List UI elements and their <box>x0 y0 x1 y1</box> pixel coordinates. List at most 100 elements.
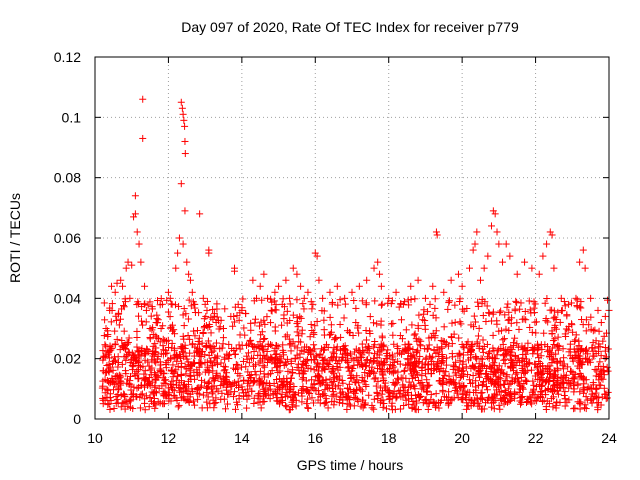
data-point <box>259 362 267 370</box>
data-point <box>371 350 379 358</box>
data-point <box>596 358 604 366</box>
data-point <box>123 379 131 387</box>
data-point <box>455 349 463 357</box>
data-point <box>222 383 230 391</box>
data-point <box>286 341 294 349</box>
data-point <box>599 337 607 345</box>
data-point <box>529 377 537 385</box>
data-point <box>397 316 405 324</box>
data-point <box>507 379 515 387</box>
data-point <box>368 401 376 409</box>
data-point <box>478 405 486 413</box>
data-point <box>523 395 531 403</box>
data-point <box>397 393 405 401</box>
data-point <box>511 394 519 402</box>
data-point <box>554 341 562 349</box>
data-point <box>224 352 232 360</box>
data-point <box>240 392 248 400</box>
data-point <box>475 373 483 381</box>
data-point <box>305 346 313 354</box>
data-point <box>474 400 482 408</box>
data-point <box>340 314 348 322</box>
data-point <box>495 345 503 353</box>
data-point <box>179 387 187 395</box>
data-point <box>438 351 446 359</box>
data-point <box>594 406 602 414</box>
data-point <box>267 319 275 327</box>
data-point <box>295 338 303 346</box>
data-point <box>134 347 142 355</box>
data-point <box>235 392 243 400</box>
data-point <box>480 343 488 351</box>
data-point <box>350 393 358 401</box>
data-point <box>160 376 168 384</box>
data-point <box>108 374 116 382</box>
data-point <box>554 308 562 316</box>
data-point <box>378 390 386 398</box>
data-point <box>570 375 578 383</box>
data-point <box>391 380 399 388</box>
data-point <box>412 392 420 400</box>
data-point <box>209 306 217 314</box>
data-point <box>577 360 585 368</box>
data-point <box>463 402 471 410</box>
data-point <box>298 346 306 354</box>
data-point <box>436 399 444 407</box>
data-point <box>485 309 493 317</box>
data-point <box>136 393 144 401</box>
data-point <box>293 296 301 304</box>
data-point <box>444 305 452 313</box>
data-point <box>162 360 170 368</box>
data-point <box>354 324 362 332</box>
data-point <box>408 353 416 361</box>
data-point <box>404 340 412 348</box>
data-point <box>104 378 112 386</box>
data-point <box>250 348 258 356</box>
data-point <box>556 398 564 406</box>
data-point <box>595 394 603 402</box>
data-point <box>464 388 472 396</box>
data-point <box>490 367 498 375</box>
data-point <box>262 353 270 361</box>
points-layer <box>98 95 613 414</box>
data-point <box>263 358 271 366</box>
data-point <box>509 339 517 347</box>
data-point <box>503 392 511 400</box>
data-point <box>236 345 244 353</box>
data-point <box>537 388 545 396</box>
data-point <box>604 367 612 375</box>
data-point <box>522 376 530 384</box>
data-point <box>299 300 307 308</box>
data-point <box>358 340 366 348</box>
data-point <box>431 402 439 410</box>
data-point <box>493 320 501 328</box>
data-point <box>117 403 125 411</box>
data-point <box>518 315 526 323</box>
data-point <box>387 300 395 308</box>
data-point <box>538 369 546 377</box>
data-point <box>549 337 557 345</box>
x-tick-label: 18 <box>381 430 397 446</box>
data-point <box>208 390 216 398</box>
data-point <box>483 386 491 394</box>
data-point <box>350 297 358 305</box>
data-point <box>308 384 316 392</box>
data-point <box>408 404 416 412</box>
y-tick-label: 0.12 <box>54 49 81 65</box>
data-point <box>328 368 336 376</box>
data-point <box>408 361 416 369</box>
data-point <box>202 384 210 392</box>
data-point <box>508 374 516 382</box>
data-point <box>129 363 137 371</box>
data-point <box>261 363 269 371</box>
data-point <box>318 367 326 375</box>
data-point <box>394 357 402 365</box>
data-point <box>415 311 423 319</box>
data-point <box>286 300 294 308</box>
data-point <box>243 355 251 363</box>
y-tick-label: 0.08 <box>54 170 81 186</box>
data-point <box>563 398 571 406</box>
data-point <box>591 326 599 334</box>
data-point <box>556 318 564 326</box>
data-point <box>198 404 206 412</box>
